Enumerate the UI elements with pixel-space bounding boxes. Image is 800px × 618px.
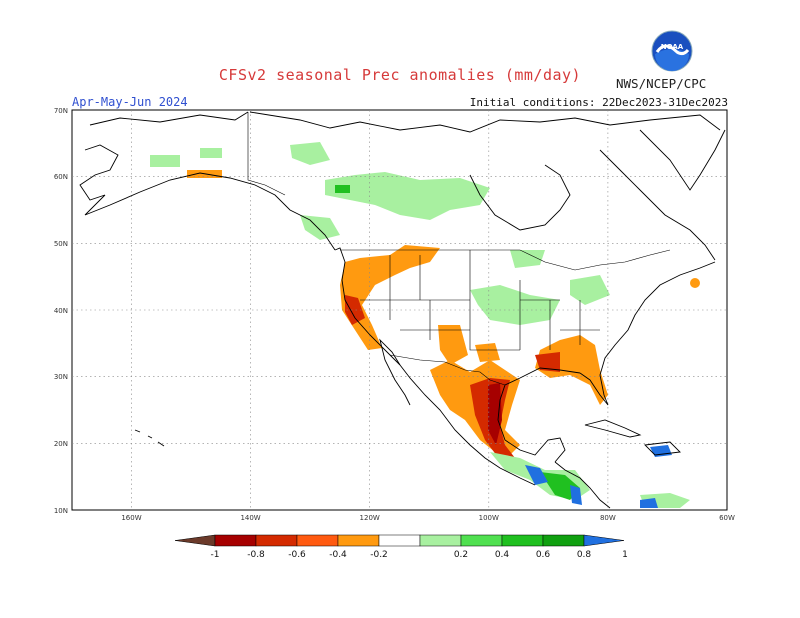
anomaly-very-wet-nicaragua	[570, 485, 582, 505]
lat-label: 50N	[54, 240, 68, 248]
colorbar-label: 1	[622, 550, 628, 560]
colorbar-swatch	[296, 534, 339, 547]
coast-greenland	[639, 129, 726, 191]
colorbar-swatch	[501, 534, 544, 547]
lat-label: 70N	[54, 107, 68, 115]
anomaly-strong-dry-coast	[345, 295, 365, 325]
anomaly-wet-great-lakes	[510, 250, 545, 268]
lon-label: 100W	[479, 514, 499, 522]
coast-west-us	[334, 247, 401, 366]
lat-label: 10N	[54, 507, 68, 515]
colorbar-swatch	[255, 534, 298, 547]
coast-hispaniola	[644, 441, 681, 456]
colorbar-label: 0.2	[454, 550, 468, 560]
initial-conditions: Initial conditions: 22Dec2023-31Dec2023	[469, 96, 728, 109]
coast-hawaii	[134, 429, 165, 447]
coast-east-us	[579, 261, 716, 406]
colorbar-swatch	[337, 534, 380, 547]
colorbar-swatch	[542, 534, 585, 547]
anomaly-dry-west	[340, 245, 440, 350]
colorbar-swatch	[419, 534, 462, 547]
lon-label: 120W	[360, 514, 380, 522]
lon-label: 60W	[719, 514, 735, 522]
colorbar-label: 0.4	[495, 550, 510, 560]
coast-gulf	[497, 367, 581, 463]
colorbar-swatch	[378, 534, 421, 547]
colorbar-label: -0.2	[370, 550, 388, 560]
colorbar-label: -0.6	[288, 550, 306, 560]
anomaly-wet-yukon	[290, 142, 330, 165]
anomaly-core-dry-gulf	[488, 383, 502, 445]
colorbar-label: -0.8	[247, 550, 265, 560]
political-borders	[247, 112, 671, 386]
anomaly-dry-southwest	[438, 325, 468, 365]
anomaly-strong-dry-southeast	[535, 352, 560, 372]
map-title: CFSv2 seasonal Prec anomalies (mm/day)	[218, 66, 582, 84]
colorbar-arrow-low	[174, 534, 216, 547]
coast-alaska-west	[79, 144, 336, 251]
anomaly-wet-strong-central-america	[540, 472, 580, 500]
lat-label: 20N	[54, 440, 68, 448]
lon-label: 140W	[240, 514, 260, 522]
anomaly-very-wet-south	[640, 498, 658, 508]
anomaly-wet-alaska	[150, 155, 180, 167]
anomaly-dry-texas	[475, 343, 500, 362]
coast-hudson-bay	[469, 164, 571, 231]
coast-canada-arctic	[249, 111, 721, 133]
anomaly-wet-strong-canada	[335, 185, 350, 193]
coast-central-america	[554, 461, 611, 509]
colorbar-swatch	[460, 534, 503, 547]
forecast-period: Apr-May-Jun 2024	[72, 95, 188, 109]
anomaly-wet-northeast	[570, 275, 610, 305]
coast-cuba	[584, 419, 642, 438]
anomaly-patches	[150, 142, 700, 508]
anomaly-dry-southeast	[535, 335, 608, 405]
anomaly-wet-midwest	[470, 285, 560, 325]
colorbar-label: 0.6	[536, 550, 551, 560]
colorbar-label: -0.4	[329, 550, 347, 560]
colorbar-arrow-high	[583, 534, 625, 547]
coast-pacific-mexico	[399, 364, 536, 486]
border-us-mexico	[389, 354, 506, 386]
agency-label: NWS/NCEP/CPC	[616, 76, 707, 91]
anomaly-wet-bc	[300, 215, 340, 240]
map-frame	[71, 109, 728, 511]
border-us-canada	[340, 249, 671, 271]
noaa-logo-icon: NOAA	[651, 30, 693, 72]
state-borders	[360, 250, 600, 351]
lat-label: 30N	[54, 373, 68, 381]
coast-baja	[379, 338, 411, 406]
latitude-labels: 70N 60N 50N 40N 30N 20N 10N	[54, 107, 68, 515]
coast-arctic	[89, 111, 249, 126]
map-grid	[72, 110, 727, 510]
coastlines	[79, 111, 726, 509]
logo-text: NOAA	[661, 43, 684, 51]
anomaly-wet-canada	[325, 172, 490, 220]
colorbar-label: -1	[211, 550, 220, 560]
anomaly-dry-newengland	[690, 278, 700, 288]
coast-labrador	[599, 149, 716, 261]
lon-label: 160W	[121, 514, 141, 522]
lat-label: 40N	[54, 307, 68, 315]
lat-label: 60N	[54, 173, 68, 181]
longitude-labels: 160W 140W 120W 100W 80W 60W	[121, 514, 735, 522]
lon-label: 80W	[600, 514, 616, 522]
colorbar-label: 0.8	[577, 550, 592, 560]
border-alaska-canada	[247, 112, 286, 196]
anomaly-very-wet-guatemala	[525, 465, 548, 485]
colorbar: -1 -0.8 -0.6 -0.4 -0.2 0.2 0.4 0.6 0.8 1	[174, 534, 628, 560]
anomaly-wet-alaska-north	[200, 148, 222, 158]
colorbar-swatch	[214, 534, 257, 547]
